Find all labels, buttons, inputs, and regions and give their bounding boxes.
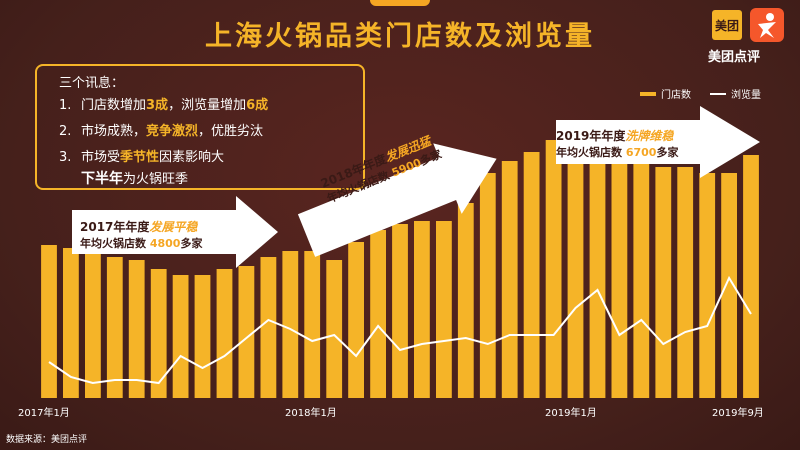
- annotation-text: 年均火锅店数: [80, 237, 150, 250]
- annotation-count: 4800: [149, 237, 181, 250]
- legend-bar: 门店数: [640, 86, 691, 101]
- annotation-text: 年均火锅店数: [556, 146, 626, 159]
- bar-2019-07: [699, 173, 716, 398]
- x-tick-label: 2018年1月: [285, 408, 337, 419]
- info-text: ，浏览量增加: [168, 98, 247, 113]
- info-text: 因素影响大: [159, 150, 225, 165]
- annotation-text: 2017年年度: [80, 220, 150, 234]
- x-tick-label: 2019年9月: [712, 408, 764, 419]
- info-item-num: 2.: [59, 124, 72, 139]
- info-box: 三个讯息： 1. 门店数增加3成，浏览量增加6成 2. 市场成熟，竞争激烈，优胜劣汰…: [35, 64, 365, 190]
- arrow-2017-icon: [72, 196, 278, 268]
- info-text: ，优胜劣汰: [198, 124, 264, 139]
- info-text: 为火锅旺季: [123, 172, 189, 187]
- bar-2018-08: [457, 203, 474, 398]
- bar-2017-05: [128, 260, 145, 398]
- bar-2017-07: [172, 275, 189, 398]
- chart-title: 上海火锅品类门店数及浏览量: [205, 21, 595, 52]
- info-highlight: 3成: [146, 98, 169, 113]
- annotation-highlight: 洗牌维稳: [625, 129, 674, 143]
- bar-2018-06: [414, 221, 430, 398]
- bar-2017-11: [260, 257, 277, 398]
- bar-2017-02: [63, 248, 79, 398]
- info-text: 市场成熟，: [81, 124, 147, 139]
- info-item-2: 2. 市场成熟，竞争激烈，优胜劣汰: [59, 120, 263, 139]
- bar-2018-01: [304, 251, 321, 398]
- info-item-1: 1. 门店数增加3成，浏览量增加6成: [59, 94, 268, 113]
- bar-2018-12: [545, 140, 562, 398]
- dianping-logo-icon: [750, 8, 784, 42]
- info-heading: 三个讯息：: [59, 76, 125, 91]
- bar-2017-03: [85, 248, 101, 398]
- bar-2018-05: [392, 224, 408, 398]
- bar-2017-10: [238, 266, 255, 398]
- info-item-num: 3.: [59, 150, 72, 165]
- top-tab-decoration: [370, 0, 430, 6]
- bar-2017-08: [194, 275, 211, 398]
- bar-2019-05: [655, 167, 672, 398]
- info-highlight: 6成: [246, 98, 269, 113]
- info-text: 门店数增加: [81, 98, 147, 113]
- bar-2019-08: [721, 173, 737, 398]
- annotation-2019: 2019年年度洗牌维稳 年均火锅店数 6700多家: [556, 127, 678, 160]
- legend-bar-swatch: [640, 91, 656, 96]
- bar-2019-01: [567, 143, 584, 398]
- annotation-2017: 2017年年度发展平稳 年均火锅店数 4800多家: [80, 218, 202, 251]
- annotation-text: 2019年年度: [556, 129, 626, 143]
- arrow-2019-icon: [556, 106, 760, 178]
- legend-line-swatch: [710, 92, 726, 95]
- bar-2017-09: [216, 269, 233, 398]
- bar-2019-03: [611, 158, 628, 398]
- annotation-highlight: 发展平稳: [149, 220, 198, 234]
- info-item-3: 3. 市场受季节性因素影响大: [59, 146, 224, 165]
- bar-2019-06: [677, 167, 694, 398]
- brand-text: 美团点评: [708, 50, 761, 65]
- bar-2018-11: [523, 152, 540, 398]
- arrow-2018-icon: [297, 143, 497, 257]
- bar-2018-02: [326, 260, 343, 398]
- info-text: 市场受: [81, 150, 121, 165]
- bar-2017-06: [150, 269, 167, 398]
- bar-2018-07: [436, 221, 452, 398]
- info-item-3-line2: 下半年为火锅旺季: [81, 168, 188, 188]
- x-tick-label: 2017年1月: [18, 408, 70, 419]
- bar-2018-03: [348, 242, 364, 398]
- bar-2018-10: [501, 161, 518, 398]
- meituan-logo-icon: 美团: [712, 10, 742, 40]
- series-line-views: [48, 275, 752, 385]
- bar-2018-09: [479, 173, 496, 398]
- bar-2017-04: [106, 257, 123, 398]
- info-item-num: 1.: [59, 98, 72, 113]
- bar-2019-04: [633, 164, 650, 398]
- bar-2019-02: [589, 155, 606, 398]
- legend-line: 浏览量: [710, 86, 761, 101]
- legend-line-label: 浏览量: [731, 90, 761, 101]
- x-tick-label: 2019年1月: [545, 408, 597, 419]
- legend-bar-label: 门店数: [661, 90, 691, 101]
- info-highlight: 竞争激烈: [146, 124, 199, 139]
- bar-2017-12: [282, 251, 299, 398]
- bar-2019-09: [743, 155, 759, 398]
- info-highlight: 季节性: [120, 150, 160, 165]
- bar-2018-04: [370, 230, 386, 398]
- info-highlight: 下半年: [81, 171, 123, 187]
- data-source: 数据来源：美团点评: [6, 435, 88, 445]
- annotation-text: 多家: [656, 146, 679, 159]
- bar-2017-01: [41, 245, 57, 398]
- annotation-text: 多家: [180, 237, 203, 250]
- annotation-count: 6700: [625, 146, 657, 159]
